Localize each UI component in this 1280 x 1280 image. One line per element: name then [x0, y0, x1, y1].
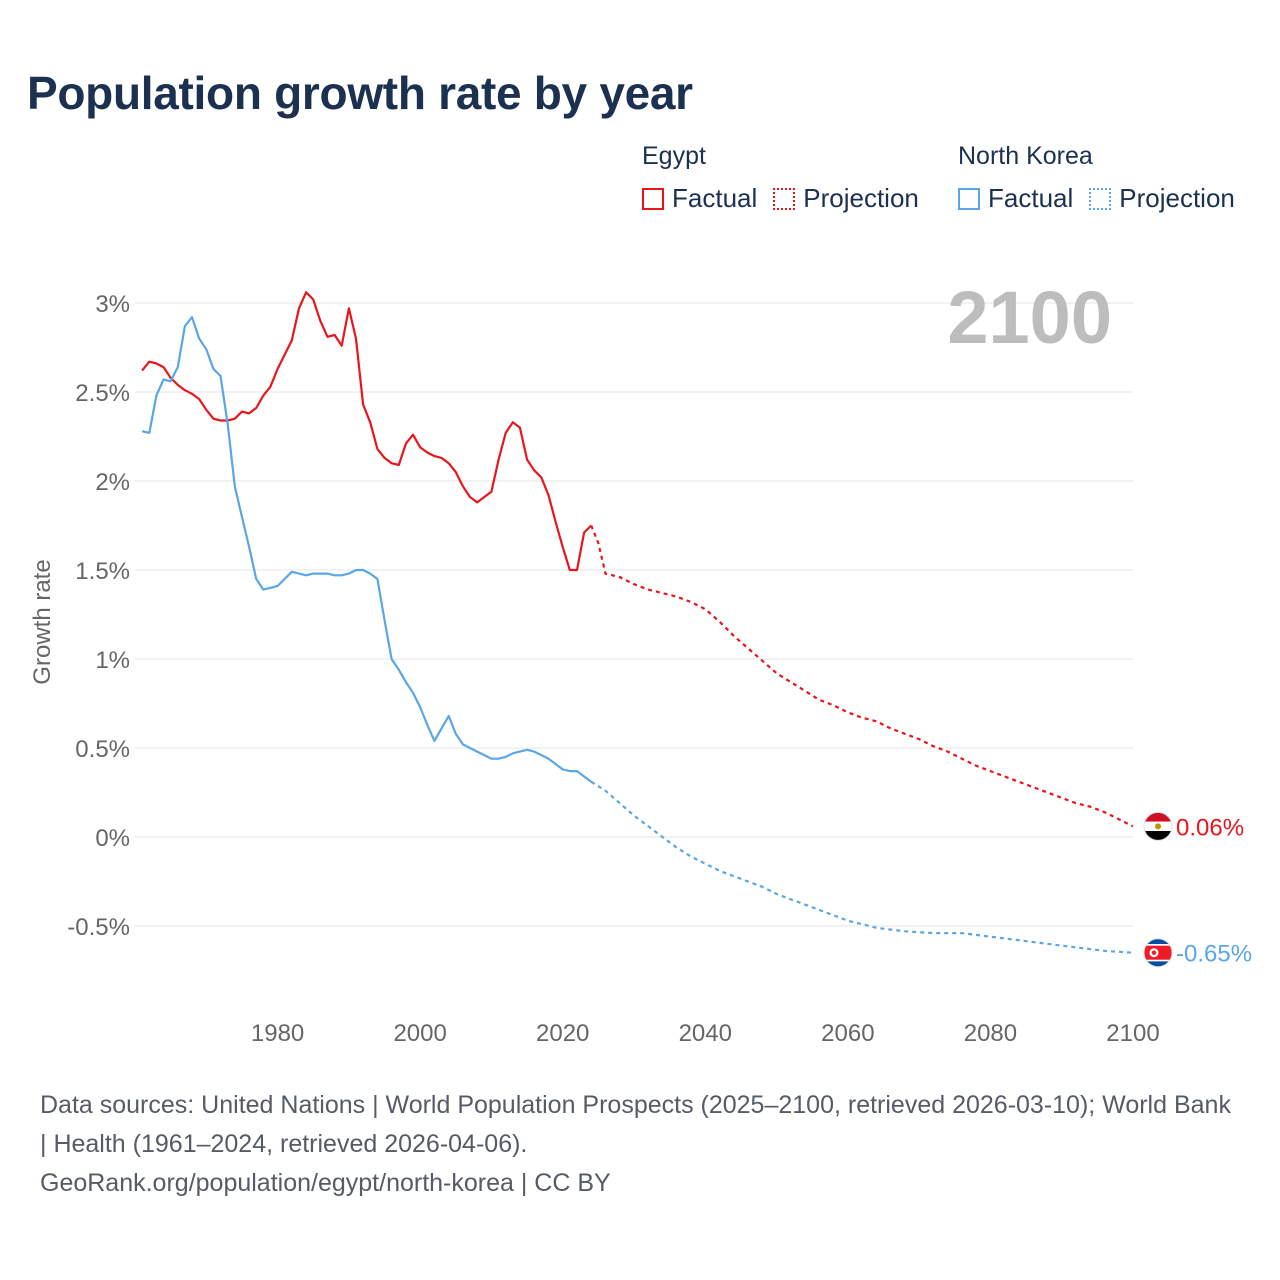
- y-tick-label: 1.5%: [75, 558, 130, 585]
- credit-link[interactable]: GeoRank.org/population/egypt/north-korea…: [40, 1169, 611, 1197]
- x-tick-label: 2000: [393, 1020, 446, 1047]
- chart-title: Population growth rate by year: [27, 67, 693, 119]
- y-tick-label: -0.5%: [67, 914, 130, 941]
- x-tick-label: 1980: [251, 1020, 304, 1047]
- legend-group-north-korea: North Korea Factual Projection: [958, 142, 1251, 214]
- north-korea-projection-line[interactable]: [590, 780, 1134, 954]
- x-tick-label: 2100: [1106, 1020, 1159, 1047]
- dotted-line-swatch-icon: [1089, 187, 1112, 210]
- solid-line-swatch-icon: [642, 187, 664, 210]
- legend-label: Factual: [672, 183, 758, 213]
- x-tick-label: 2040: [679, 1020, 732, 1047]
- egypt-flag-icon: [1143, 811, 1173, 841]
- north-korea-flag-icon: [1143, 938, 1173, 968]
- north-korea-factual-line[interactable]: [141, 316, 592, 783]
- footer: Data sources: United Nations | World Pop…: [40, 1086, 1240, 1203]
- egypt-projection-line[interactable]: [590, 525, 1134, 828]
- year-overlay: 2100: [947, 276, 1112, 359]
- y-axis-label: Growth rate: [29, 559, 56, 684]
- legend-item-north-korea-projection[interactable]: Projection: [1089, 183, 1235, 214]
- legend-item-north-korea-factual[interactable]: Factual: [958, 183, 1073, 214]
- y-tick-label: 0.5%: [75, 736, 130, 763]
- legend-item-egypt-projection[interactable]: Projection: [773, 183, 919, 214]
- dotted-line-swatch-icon: [773, 187, 796, 210]
- series-lines: [141, 291, 1134, 954]
- legend-label: Projection: [1119, 183, 1235, 213]
- egypt-factual-line[interactable]: [141, 291, 592, 572]
- gridlines: [135, 302, 1133, 927]
- legend-group-title: Egypt: [642, 142, 706, 170]
- y-tick-label: 1%: [95, 647, 130, 674]
- data-sources-text: Data sources: United Nations | World Pop…: [40, 1091, 1231, 1158]
- y-tick-label: 2%: [95, 469, 130, 496]
- legend-group-egypt: Egypt Factual Projection: [642, 142, 935, 214]
- axis-ticks: 3% 2.5% 2% 1.5% 1% 0.5% 0% -0.5% 1980 2000 2020 204…: [67, 291, 1159, 1047]
- x-tick-label: 2060: [821, 1020, 874, 1047]
- solid-line-swatch-icon: [958, 187, 980, 210]
- egypt-end-label: 0.06%: [1176, 814, 1244, 841]
- y-tick-label: 2.5%: [75, 380, 130, 407]
- x-tick-label: 2080: [964, 1020, 1017, 1047]
- y-tick-label: 0%: [95, 825, 130, 852]
- x-tick-label: 2020: [536, 1020, 589, 1047]
- north-korea-end-label: -0.65%: [1176, 941, 1252, 968]
- legend-label: Projection: [803, 183, 919, 213]
- legend-label: Factual: [988, 183, 1074, 213]
- legend-group-title: North Korea: [958, 142, 1093, 170]
- legend-item-egypt-factual[interactable]: Factual: [642, 183, 757, 214]
- y-tick-label: 3%: [95, 291, 130, 318]
- end-markers: 0.06% -0.65%: [1143, 811, 1252, 968]
